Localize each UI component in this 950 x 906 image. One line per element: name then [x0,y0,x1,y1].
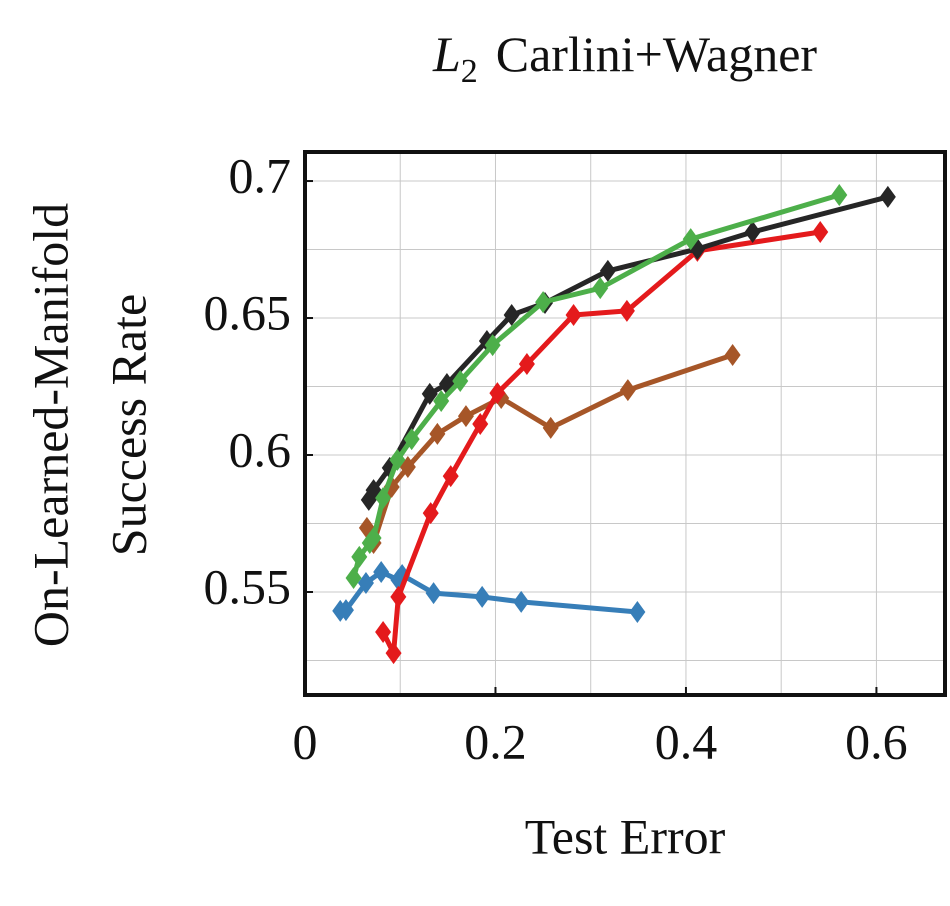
marker [365,527,382,550]
marker [421,382,438,405]
marker [629,600,646,623]
marker [744,220,761,243]
marker [429,422,446,445]
marker [682,228,699,251]
y-axis-label: On-Learned-Manifold [22,203,78,647]
title-subscript: 2 [461,53,478,90]
marker [503,304,520,327]
y-axis-label: Success Rate [100,294,156,556]
marker [389,448,406,471]
marker [518,353,535,376]
marker [345,567,362,590]
marker [357,571,374,594]
marker [351,545,368,568]
series-line [364,352,734,546]
marker [425,582,442,605]
marker [403,428,420,451]
marker [433,390,450,413]
marker [535,291,552,314]
marker [472,413,489,436]
chart-title: L2 Carlini+Wagner [432,26,817,89]
marker [599,259,616,282]
marker [457,405,474,428]
y-tick-label: 0.7 [229,148,292,204]
marker [375,487,392,510]
marker [337,599,354,622]
marker [375,620,392,643]
x-axis-label: Test Error [525,808,726,864]
marker [724,344,741,367]
marker [489,382,506,405]
marker [618,299,635,322]
y-tick-label: 0.55 [204,558,292,614]
marker [452,370,469,393]
marker [373,560,390,583]
series-line [366,194,889,502]
marker [385,642,402,665]
marker [812,220,829,243]
marker [542,416,559,439]
marker [831,184,848,207]
x-tick-label: 0.4 [655,713,718,769]
marker [619,379,636,402]
title-text: Carlini+Wagner [496,26,818,82]
marker [390,585,407,608]
x-tick-label: 0.2 [464,713,527,769]
marker [513,590,530,613]
marker [442,465,459,488]
marker [484,334,501,357]
plot-frame [303,150,947,697]
title-variable: L [432,26,461,82]
marker [422,502,439,525]
y-tick-label: 0.65 [204,284,292,340]
marker [565,304,582,327]
x-tick-label: 0 [293,713,318,769]
marker [879,185,896,208]
marker [474,585,491,608]
marker [592,277,609,300]
x-tick-label: 0.6 [845,713,908,769]
y-tick-label: 0.6 [229,421,292,477]
